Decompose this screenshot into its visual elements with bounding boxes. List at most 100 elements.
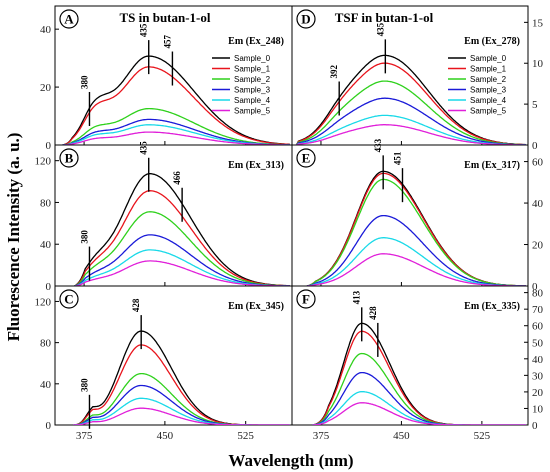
x-tick-label: 450: [157, 430, 174, 442]
y-tick-label: 60: [532, 321, 544, 333]
series-line-Sample_2: [306, 178, 526, 286]
panel-frame: [291, 285, 529, 426]
panel-letter: D: [301, 12, 310, 27]
series-line-Sample_2: [312, 352, 526, 425]
y-tick-label: 10: [532, 403, 544, 415]
y-tick-label: 10: [532, 58, 544, 70]
x-tick-label: 375: [76, 430, 93, 442]
series-line-Sample_4: [312, 390, 526, 425]
y-tick-label: 30: [532, 370, 544, 382]
legend-entry-Sample_4: Sample_4: [470, 96, 507, 105]
panel-A: 0 20 40 380 435 457 A TS in butan-1-ol Em (Ex_24…: [40, 5, 293, 152]
series-line-Sample_4: [62, 124, 290, 145]
series-line-Sample_3: [73, 384, 290, 425]
series-line-Sample_5: [74, 260, 290, 286]
annotation-label: 451: [392, 151, 402, 165]
y-tick-label: 80: [532, 288, 544, 300]
panel-letter: A: [64, 12, 74, 27]
panel-letter-badge: [296, 9, 316, 29]
legend-entry-Sample_0: Sample_0: [470, 54, 507, 63]
panel-letter: E: [302, 151, 311, 166]
series-line-Sample_2: [62, 107, 290, 145]
annotation-label: 413: [352, 290, 362, 304]
panel-letter-badge: [59, 289, 79, 309]
y-tick-label: 40: [40, 24, 52, 36]
series-line-Sample_0: [62, 55, 290, 145]
em-label: Em (Ex_248): [228, 36, 284, 47]
panel-title: TS in butan-1-ol: [119, 10, 210, 25]
y-tick-label: 40: [532, 354, 544, 366]
panel-grid: 0 20 40 380 435 457 A TS in butan-1-ol Em (Ex_24…: [35, 5, 544, 442]
legend-entry-Sample_4: Sample_4: [234, 96, 271, 105]
y-axis-label: Fluorescence Intensity (a. u.): [4, 133, 23, 342]
series-line-Sample_3: [62, 118, 290, 145]
panel-B: 0 40 80 120 380 435 466 B Em (Ex_313): [35, 141, 293, 293]
y-tick-label: 0: [46, 420, 52, 432]
series-line-Sample_1: [62, 66, 290, 145]
series-line-Sample_4: [306, 237, 526, 286]
y-tick-label: 50: [532, 337, 544, 349]
legend-entry-Sample_5: Sample_5: [234, 107, 271, 116]
em-label: Em (Ex_313): [228, 160, 284, 171]
series-line-Sample_5: [312, 402, 526, 425]
annotation-label: 380: [79, 230, 89, 244]
panel-letter-badge: [59, 148, 79, 168]
y-tick-label: 20: [532, 240, 544, 252]
annotation-label: 435: [139, 141, 149, 155]
series-line-Sample_3: [306, 214, 526, 286]
y-tick-label: 70: [532, 304, 544, 316]
annotation-label: 433: [373, 138, 383, 152]
series-group: [73, 330, 290, 425]
annotation-label: 466: [172, 171, 182, 185]
legend-entry-Sample_2: Sample_2: [470, 75, 507, 84]
series-line-Sample_5: [296, 124, 526, 145]
series-line-Sample_5: [306, 253, 526, 286]
panel-letter-badge: [59, 9, 79, 29]
annotation-label: 380: [79, 75, 89, 89]
y-tick-label: 120: [35, 156, 52, 168]
y-tick-label: 60: [532, 157, 544, 169]
y-tick-label: 80: [40, 197, 52, 209]
y-tick-label: 20: [40, 82, 52, 94]
legend-entry-Sample_1: Sample_1: [470, 65, 507, 74]
panel-letter: F: [302, 292, 310, 307]
em-label: Em (Ex_335): [464, 301, 520, 312]
y-tick-label: 80: [40, 338, 52, 350]
y-tick-label: 0: [532, 140, 538, 152]
series-line-Sample_3: [295, 97, 526, 145]
panel-E: 0 20 40 60 433 451 E Em (Ex_317): [291, 138, 544, 293]
annotation-label: 435: [139, 23, 149, 37]
legend-entry-Sample_3: Sample_3: [234, 86, 271, 95]
y-tick-label: 5: [532, 99, 538, 111]
panel-title: TSF in butan-1-ol: [335, 10, 434, 25]
legend-entry-Sample_0: Sample_0: [234, 54, 271, 63]
series-line-Sample_5: [73, 407, 290, 425]
legend-entry-Sample_1: Sample_1: [234, 65, 271, 74]
y-tick-label: 20: [532, 387, 544, 399]
series-line-Sample_1: [306, 172, 526, 286]
panel-F: 0 10 20 30 40 50 60 70 80 375 450 525 413 428 F Em (Ex_…: [291, 285, 544, 442]
annotation-label: 428: [368, 306, 378, 320]
em-label: Em (Ex_278): [464, 36, 520, 47]
legend-entry-Sample_5: Sample_5: [470, 107, 507, 116]
series-line-Sample_1: [312, 330, 526, 425]
panel-letter-badge: [296, 148, 316, 168]
annotation-label: 457: [162, 35, 172, 49]
x-axis-label: Wavelength (nm): [228, 451, 353, 470]
x-tick-label: 450: [393, 430, 410, 442]
series-line-Sample_0: [306, 170, 526, 286]
panel-letter: B: [65, 151, 74, 166]
x-tick-label: 375: [313, 430, 330, 442]
annotation-label: 392: [329, 65, 339, 79]
series-line-Sample_2: [74, 211, 290, 286]
series-group: [295, 54, 526, 145]
y-tick-label: 40: [532, 198, 544, 210]
y-tick-label: 0: [46, 281, 52, 293]
em-label: Em (Ex_317): [464, 160, 520, 171]
series-group: [306, 170, 526, 286]
y-tick-label: 15: [532, 17, 544, 29]
series-line-Sample_2: [295, 80, 526, 145]
